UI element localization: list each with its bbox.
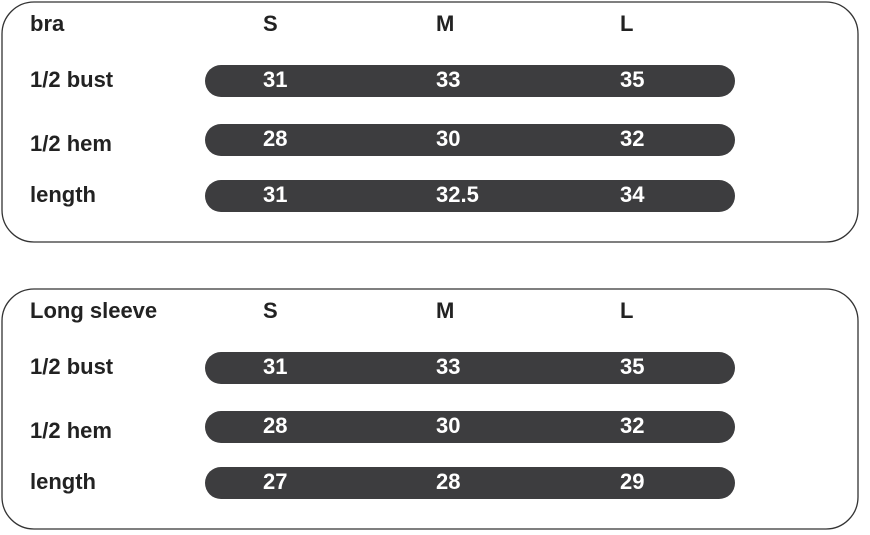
size-table: Long sleeve S M L 1/2 bust 31 33 35 1/2 hem 28 30 3… xyxy=(1,288,859,530)
size-header: M xyxy=(436,298,454,323)
size-value: 28 xyxy=(263,413,287,438)
size-value: 35 xyxy=(620,67,644,92)
row-bar xyxy=(205,467,735,499)
size-header: M xyxy=(436,11,454,36)
row-bar xyxy=(205,352,735,384)
size-value: 33 xyxy=(436,67,460,92)
size-value: 31 xyxy=(263,67,287,92)
size-header: S xyxy=(263,298,278,323)
row-label: 1/2 bust xyxy=(30,354,114,379)
row-label: 1/2 bust xyxy=(30,67,114,92)
size-value: 32.5 xyxy=(436,182,479,207)
size-value: 30 xyxy=(436,413,460,438)
size-table: bra S M L 1/2 bust 31 33 35 1/2 hem 28 30 32 length 3… xyxy=(1,1,859,243)
table-title: Long sleeve xyxy=(30,298,157,323)
row-label: length xyxy=(30,182,96,207)
row-bar xyxy=(205,411,735,443)
size-value: 28 xyxy=(263,126,287,151)
row-bar xyxy=(205,124,735,156)
row-bar xyxy=(205,65,735,97)
table-frame xyxy=(1,288,859,530)
row-label: 1/2 hem xyxy=(30,131,112,156)
size-value: 27 xyxy=(263,469,287,494)
row-label: length xyxy=(30,469,96,494)
size-value: 31 xyxy=(263,354,287,379)
size-value: 32 xyxy=(620,126,644,151)
row-bar xyxy=(205,180,735,212)
size-value: 28 xyxy=(436,469,460,494)
row-label: 1/2 hem xyxy=(30,418,112,443)
size-header: S xyxy=(263,11,278,36)
table-title: bra xyxy=(30,11,65,36)
size-header: L xyxy=(620,11,633,36)
size-header: L xyxy=(620,298,633,323)
size-value: 32 xyxy=(620,413,644,438)
size-value: 33 xyxy=(436,354,460,379)
size-value: 31 xyxy=(263,182,287,207)
size-value: 30 xyxy=(436,126,460,151)
size-value: 35 xyxy=(620,354,644,379)
size-value: 29 xyxy=(620,469,644,494)
size-value: 34 xyxy=(620,182,645,207)
table-frame xyxy=(1,1,859,243)
